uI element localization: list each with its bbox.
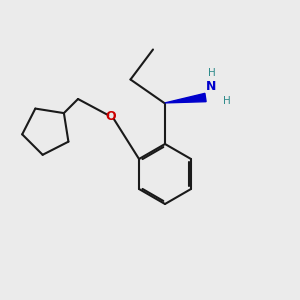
- Text: H: H: [223, 95, 230, 106]
- Text: O: O: [106, 110, 116, 124]
- Polygon shape: [165, 93, 206, 103]
- Text: H: H: [208, 68, 215, 79]
- Text: N: N: [206, 80, 217, 94]
